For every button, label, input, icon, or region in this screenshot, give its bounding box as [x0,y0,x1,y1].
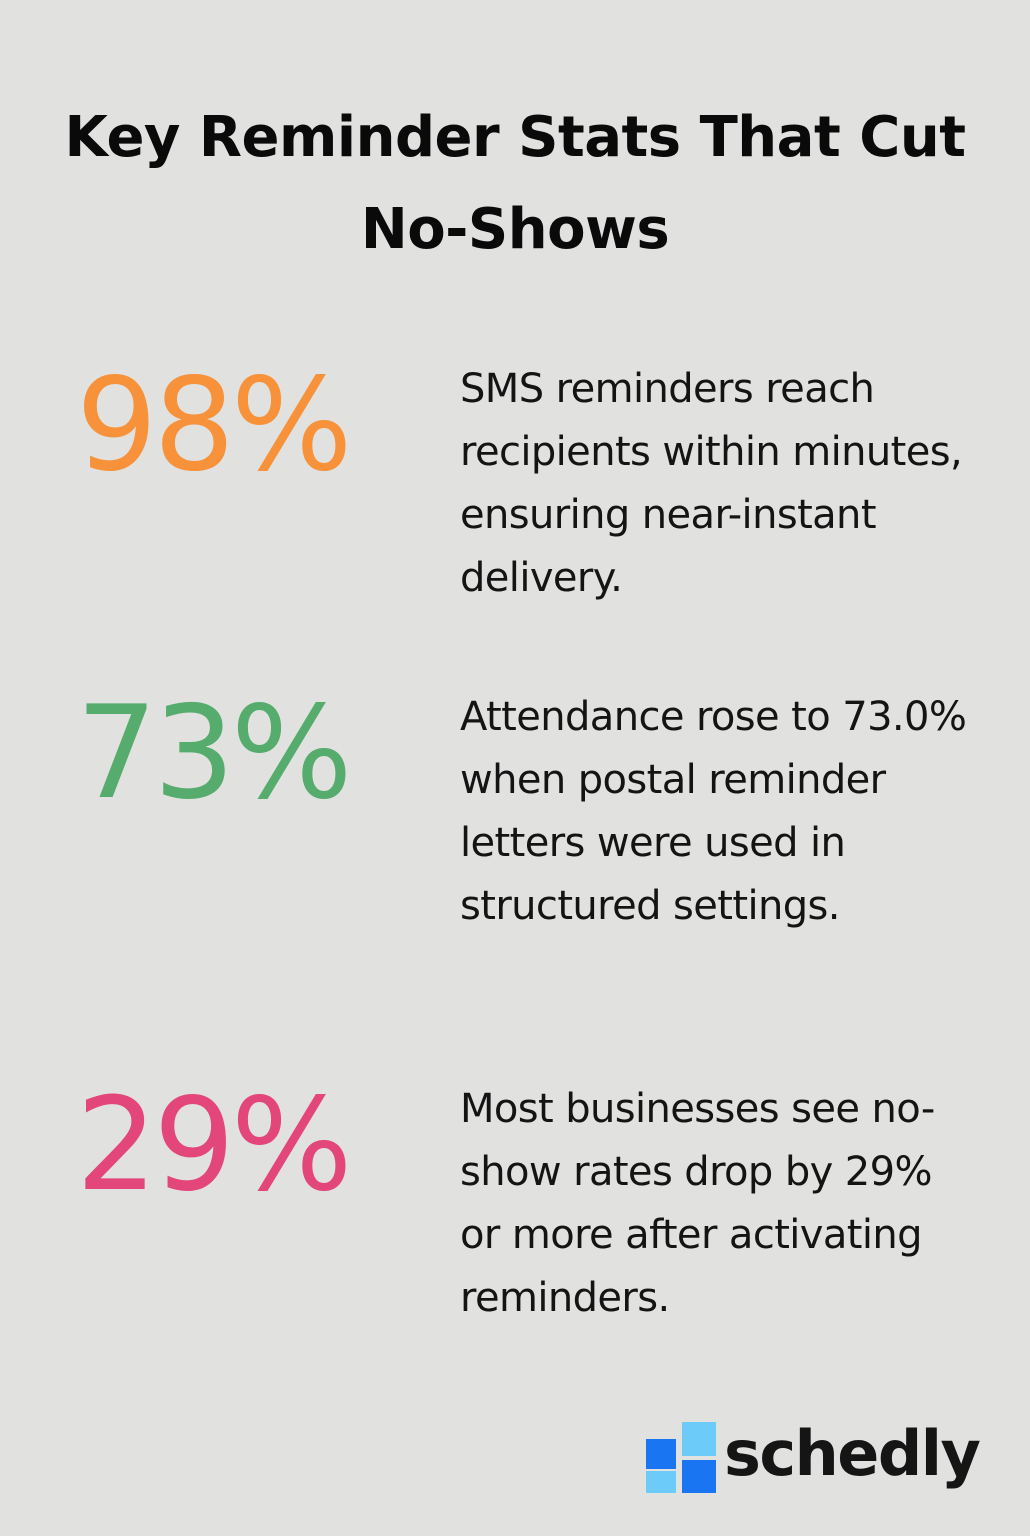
logo-square-top-right [682,1422,716,1456]
stat-description: Most businesses see no-show rates drop b… [460,1086,935,1321]
stat-value: 29% [76,1071,353,1220]
logo-square-bottom-left [646,1471,676,1493]
stat-description: Attendance rose to 73.0% when postal rem… [460,694,967,929]
logo-square-bottom-right [682,1460,716,1493]
schedly-logo-icon [646,1422,716,1493]
stat-value: 73% [76,679,353,828]
logo-square-top-left [646,1439,676,1469]
page-title: Key Reminder Stats That Cut No-Shows [64,105,966,262]
brand-name: schedly [724,1417,981,1490]
brand-logo: schedly [646,1417,1006,1496]
stat-value: 98% [76,351,353,500]
stat-description: SMS reminders reach recipients within mi… [460,366,963,601]
